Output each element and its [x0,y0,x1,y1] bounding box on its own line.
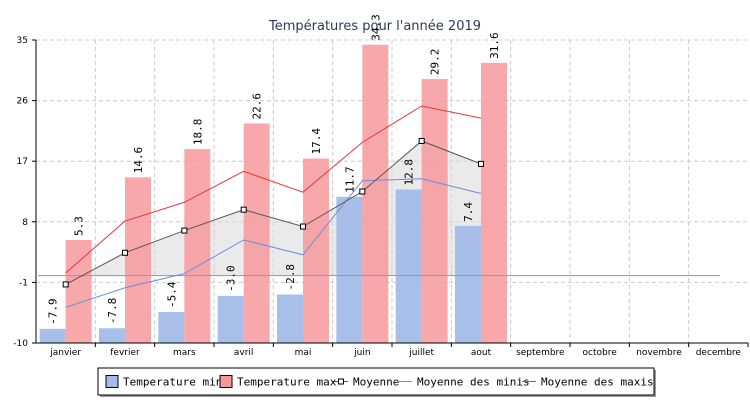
moyenne-marker [62,281,69,288]
moyenne-marker [300,223,306,230]
x-tick-label: octobre [583,348,618,358]
bar-min [99,328,125,343]
bar-min [455,225,481,343]
x-tick-label: aout [471,348,492,358]
value-labels: -7.9 5.3 -7.8 14.6 -5.4 18.8 -3.0 22.6 -2.8 17.4 1… [47,14,501,325]
bar-max [303,158,329,343]
value-label: -7.9 [47,298,60,325]
value-label: -5.4 [165,281,178,308]
bar-max [184,149,211,343]
legend-item-max-swatch [219,375,233,388]
moyenne-marker [478,160,484,167]
value-label: 29.2 [429,49,442,76]
x-tick-label: mars [173,348,196,358]
value-label: -2.8 [284,264,297,291]
x-tick-label: decembre [696,348,742,358]
y-tick-label: 8 [22,218,28,228]
x-tick-label: avril [234,348,254,358]
y-tick-label: 26 [17,97,29,107]
bar-max [125,177,151,343]
chart-title: Températures pour l'année 2019 [268,19,481,34]
moyenne-marker [359,188,366,195]
x-tick-label: juillet [408,348,434,358]
value-label: -7.8 [106,298,119,325]
bar-max [421,79,448,343]
value-label: 17.4 [310,128,323,155]
y-tick-label: 17 [17,157,28,167]
value-label: 11.7 [343,166,356,193]
average-lines [38,105,720,308]
legend: Temperature min Temperature max Moyenne Moy… [97,367,656,397]
value-label: 22.6 [251,93,264,120]
legend-item-min-label: Temperature min [123,376,222,389]
max-temperature-bars [65,44,507,344]
line-moyenne-minis [65,178,482,308]
bar-min [39,328,66,343]
legend-item-moyenne-marker [338,378,344,385]
bar-max [362,44,389,344]
moyenne-marker [418,138,425,144]
legend-item-max-label: Temperature max [237,376,337,389]
x-tick-label: juin [353,348,370,358]
x-tick-label: fevrier [110,348,140,358]
line-moyenne-maxis [65,105,482,274]
x-tick-label: mai [295,348,312,358]
value-label: 5.3 [73,216,86,236]
moyenne-marker [181,227,188,234]
value-label: 34.3 [369,14,382,41]
bar-min [217,295,244,343]
moyenne-marker [240,206,247,213]
bar-max [481,62,507,343]
moyenne-marker [122,249,128,256]
axes: 35 26 17 8 -1 -10 janvier fevrier mars avril mai ju… [13,36,749,358]
value-label: 31.6 [488,32,501,59]
x-tick-label: novembre [636,348,682,358]
value-label: 7.4 [462,202,475,222]
legend-item-moyenne-minis-label: Moyenne des minis [417,376,530,389]
legend-item-min-swatch [105,375,119,388]
legend-box [97,367,655,396]
bar-min [277,294,303,343]
bar-min [395,189,422,343]
value-label: 14.6 [132,147,145,174]
legend-item-moyenne-label: Moyenne [353,376,399,389]
y-tick-label: -1 [19,278,28,288]
value-label: 18.8 [191,119,204,146]
bar-min [158,312,185,343]
value-label: -3.0 [225,265,238,292]
bar-min [336,196,363,343]
x-tick-label: septembre [516,348,565,358]
grid [36,39,748,343]
bar-max [65,239,92,343]
min-temperature-bars [39,189,481,343]
y-tick-label: -10 [13,339,28,349]
value-label: 12.8 [403,159,416,186]
y-tick-label: 35 [17,36,28,46]
line-moyenne [65,140,482,285]
legend-item-moyenne-maxis-label: Moyenne des maxis [541,376,654,389]
bar-max [243,123,270,343]
x-tick-label: janvier [49,348,81,358]
